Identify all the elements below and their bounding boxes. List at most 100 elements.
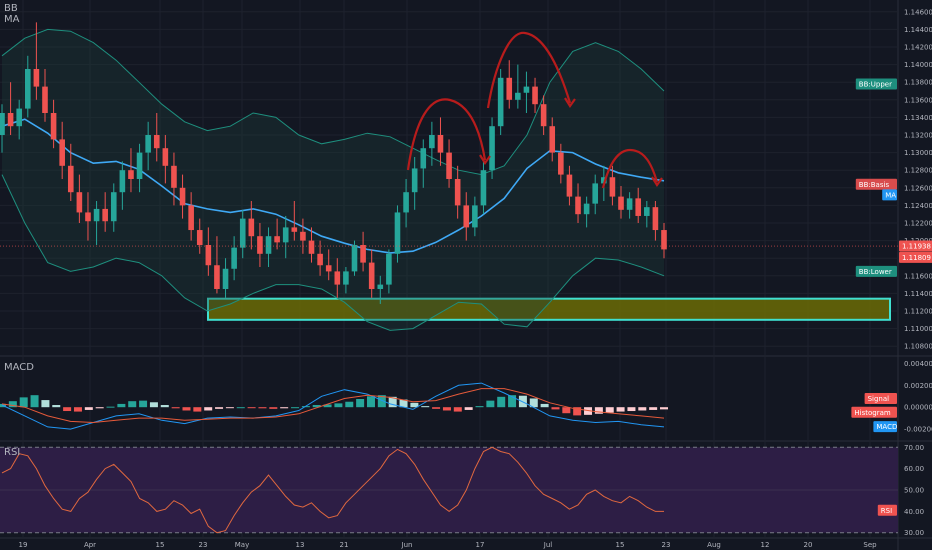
time-tick-label: Aug — [707, 541, 721, 549]
tag-bb-upper: BB:Upper — [855, 78, 897, 90]
candle-body — [274, 236, 280, 243]
price-tick-label: 1.11400 — [904, 290, 932, 298]
macd-histogram-bar — [334, 403, 343, 408]
macd-histogram-bar — [215, 407, 224, 409]
time-tick-label: 15 — [156, 541, 165, 549]
support-zone[interactable] — [207, 297, 891, 321]
rsi-tick-label: 40.00 — [904, 508, 924, 516]
tag-signal: Signal — [864, 392, 897, 404]
macd-histogram-bar — [8, 401, 17, 408]
candle-body — [532, 86, 538, 105]
macd-histogram-bar — [30, 395, 39, 408]
candle-body — [222, 268, 229, 289]
arrow-curve — [406, 98, 487, 171]
candle-body — [583, 203, 590, 215]
macd-histogram-bar — [573, 407, 582, 416]
price-tick-label: 1.12600 — [904, 184, 932, 192]
tag-ma-bg — [882, 189, 897, 201]
macd-tick-label: 0.00200 — [904, 382, 932, 390]
tag-signal-bg — [864, 392, 897, 404]
candle-body — [145, 135, 151, 153]
tag-last-price-text: 1.11938 — [902, 243, 931, 251]
time-tick-label: 17 — [476, 541, 485, 549]
candle-body — [429, 135, 435, 149]
macd-histogram-bar — [616, 407, 625, 412]
candle-body — [351, 245, 358, 272]
projection-arrows — [406, 31, 663, 189]
macd-pane — [0, 382, 668, 430]
price-tick-label: 1.13400 — [904, 114, 932, 122]
tag-histogram-text: Histogram — [854, 409, 890, 417]
macd-histogram-bar — [204, 407, 213, 411]
macd-histogram-bar — [594, 407, 603, 414]
tag-price-2-text: 1.11809 — [902, 254, 931, 262]
tag-bb-basis: BB:Basis — [855, 178, 897, 190]
candle-body — [618, 196, 624, 210]
candle-body — [231, 247, 237, 269]
tag-ma-text: MA — [885, 191, 896, 199]
candle-body — [248, 218, 255, 237]
macd-histogram-bar — [117, 403, 126, 408]
time-tick-label: May — [235, 541, 249, 549]
price-tick-label: 1.14400 — [904, 26, 932, 34]
candle-body — [489, 126, 495, 171]
candle-body — [171, 165, 177, 188]
price-tick-label: 1.13800 — [904, 79, 932, 87]
tag-macd-bg — [873, 421, 897, 433]
pane-label-rsi: RSI — [4, 447, 20, 458]
macd-histogram-bar — [388, 396, 397, 408]
pane-label-macd: MACD — [4, 362, 34, 373]
macd-histogram-bar — [486, 400, 495, 408]
macd-histogram-bar — [421, 406, 430, 408]
macd-histogram-bar — [128, 401, 137, 408]
macd-histogram-bar — [660, 407, 668, 410]
candle-body — [42, 86, 48, 113]
candle-body — [214, 265, 220, 289]
macd-histogram-bar — [247, 407, 256, 409]
candle-body — [188, 205, 194, 231]
candle-body — [162, 148, 169, 166]
time-tick-label: 23 — [199, 541, 208, 549]
candle-body — [300, 231, 306, 241]
price-tick-label: 1.11000 — [904, 325, 932, 333]
macd-tick-label: 0.00400 — [904, 360, 932, 368]
macd-histogram-bar — [73, 407, 82, 412]
macd-histogram-bar — [562, 407, 571, 414]
candle-body — [411, 168, 418, 193]
bollinger-bands — [1, 28, 665, 331]
candle-body — [85, 212, 91, 222]
candle-body — [282, 227, 289, 243]
macd-histogram-bar — [84, 407, 93, 410]
price-tick-label: 1.12200 — [904, 220, 932, 228]
tag-signal-text: Signal — [868, 395, 890, 403]
candle-body — [592, 183, 599, 204]
candle-body — [394, 212, 401, 254]
time-tick-label: Jun — [401, 541, 413, 549]
price-tick-label: 1.10800 — [904, 343, 932, 351]
candle-body — [368, 262, 375, 289]
arrowhead — [479, 154, 491, 165]
candle-body — [7, 113, 14, 127]
time-tick-label: Jul — [543, 541, 553, 549]
candle-body — [239, 218, 246, 248]
macd-histogram-bar — [291, 407, 300, 409]
time-tick-label: 23 — [662, 541, 671, 549]
candle-body — [566, 174, 573, 197]
candle-body — [136, 152, 143, 179]
candle-body — [540, 104, 547, 127]
macd-line — [1, 382, 665, 430]
time-tick-label: 21 — [340, 541, 349, 549]
candle-body — [506, 77, 513, 100]
macd-histogram-bar — [63, 407, 72, 412]
price-tick-label: 1.13200 — [904, 132, 932, 140]
macd-histogram-bar — [605, 407, 614, 413]
candle-body — [24, 69, 31, 109]
macd-histogram-bar — [171, 407, 180, 409]
candle-body — [454, 179, 461, 206]
pane-label-bb: BB — [4, 3, 18, 14]
macd-histogram-bar — [540, 403, 549, 408]
rsi-tick-label: 60.00 — [904, 465, 924, 473]
macd-histogram-bar — [258, 407, 267, 409]
candle-body — [76, 192, 83, 213]
